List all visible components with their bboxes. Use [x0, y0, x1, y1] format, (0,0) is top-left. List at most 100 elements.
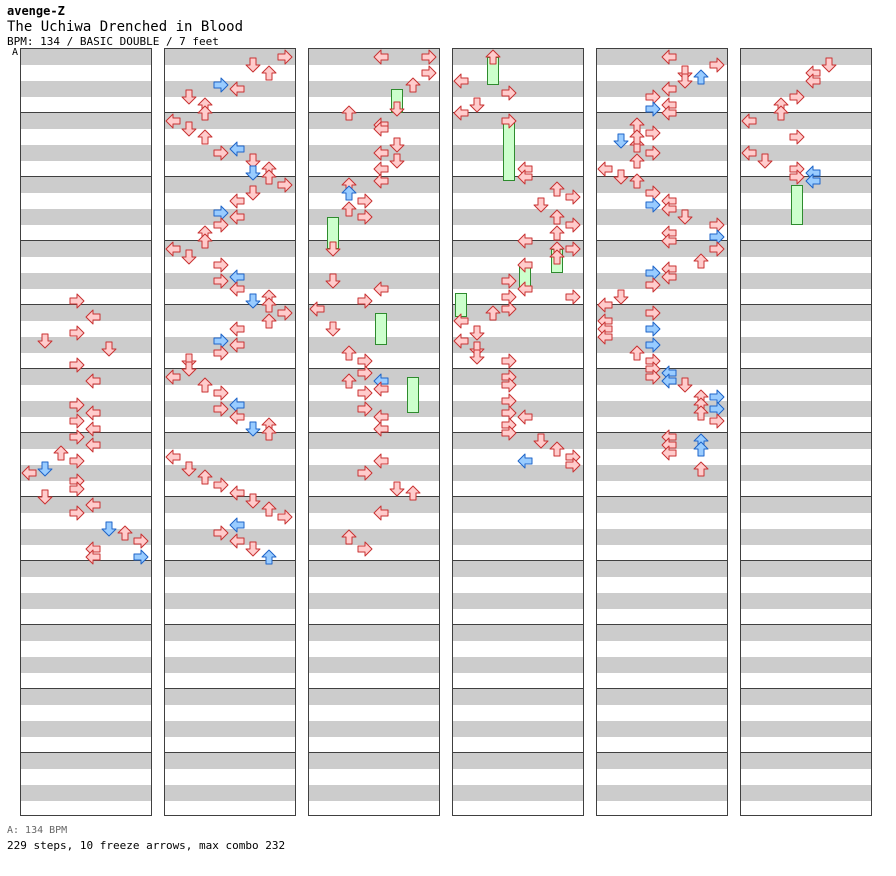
step-arrow-icon — [245, 421, 261, 437]
beat-stripe — [453, 657, 583, 673]
beat-stripe — [453, 401, 583, 417]
measure-line — [309, 432, 439, 433]
step-arrow-icon — [645, 145, 661, 161]
beat-stripe — [309, 625, 439, 641]
step-arrow-icon — [245, 57, 261, 73]
step-arrow-icon — [613, 169, 629, 185]
measure-line — [165, 624, 295, 625]
step-arrow-icon — [261, 169, 277, 185]
beat-stripe — [165, 785, 295, 801]
step-arrow-icon — [373, 173, 389, 189]
beat-stripe — [21, 81, 151, 97]
step-arrow-icon — [277, 177, 293, 193]
step-arrow-icon — [261, 65, 277, 81]
step-arrow-icon — [261, 313, 277, 329]
beat-stripe — [165, 625, 295, 641]
measure-line — [453, 368, 583, 369]
step-arrow-icon — [69, 429, 85, 445]
step-arrow-icon — [213, 385, 229, 401]
beat-stripe — [741, 305, 871, 321]
step-arrow-icon — [325, 321, 341, 337]
beat-stripe — [597, 785, 727, 801]
step-arrow-icon — [229, 321, 245, 337]
step-arrow-icon — [197, 233, 213, 249]
step-arrow-icon — [245, 153, 261, 169]
step-arrow-icon — [469, 97, 485, 113]
step-arrow-icon — [229, 517, 245, 533]
measure-line — [597, 688, 727, 689]
step-arrow-icon — [709, 241, 725, 257]
beat-stripe — [741, 433, 871, 449]
step-arrow-icon — [517, 169, 533, 185]
step-arrow-icon — [229, 533, 245, 549]
chart-column — [308, 48, 440, 816]
step-arrow-icon — [85, 309, 101, 325]
beat-stripe — [741, 369, 871, 385]
measure-line — [453, 624, 583, 625]
beat-stripe — [741, 753, 871, 769]
step-arrow-icon — [181, 89, 197, 105]
step-arrow-icon — [453, 333, 469, 349]
beat-stripe — [741, 465, 871, 481]
beat-stripe — [453, 465, 583, 481]
step-arrow-icon — [709, 57, 725, 73]
step-arrow-icon — [389, 101, 405, 117]
measure-line — [309, 304, 439, 305]
measure-line — [741, 112, 871, 113]
measure-line — [453, 688, 583, 689]
chart-column — [596, 48, 728, 816]
beat-stripe — [309, 561, 439, 577]
beat-stripe — [165, 433, 295, 449]
beat-stripe — [453, 305, 583, 321]
step-arrow-icon — [645, 337, 661, 353]
measure-line — [165, 112, 295, 113]
step-arrow-icon — [197, 129, 213, 145]
step-arrow-icon — [229, 337, 245, 353]
beat-stripe — [309, 753, 439, 769]
step-arrow-icon — [597, 329, 613, 345]
beat-stripe — [453, 241, 583, 257]
beat-stripe — [741, 177, 871, 193]
step-arrow-icon — [501, 273, 517, 289]
chart-column — [164, 48, 296, 816]
measure-line — [309, 240, 439, 241]
step-arrow-icon — [69, 481, 85, 497]
beat-stripe — [597, 433, 727, 449]
step-arrow-icon — [101, 521, 117, 537]
step-arrow-icon — [261, 297, 277, 313]
chart-info: BPM: 134 / BASIC DOUBLE / 7 feet — [7, 35, 219, 48]
beat-stripe — [165, 369, 295, 385]
measure-line — [597, 304, 727, 305]
step-arrow-icon — [229, 485, 245, 501]
measure-line — [741, 560, 871, 561]
step-arrow-icon — [389, 153, 405, 169]
beat-stripe — [21, 625, 151, 641]
step-arrow-icon — [677, 377, 693, 393]
beat-stripe — [741, 209, 871, 225]
step-arrow-icon — [661, 201, 677, 217]
step-arrow-icon — [645, 101, 661, 117]
artist-name: avenge-Z — [7, 4, 65, 18]
step-arrow-icon — [69, 413, 85, 429]
step-arrow-icon — [421, 49, 437, 65]
beat-stripe — [741, 785, 871, 801]
measure-line — [21, 240, 151, 241]
step-arrow-icon — [69, 293, 85, 309]
measure-line — [453, 560, 583, 561]
step-arrow-icon — [85, 437, 101, 453]
step-arrow-icon — [357, 193, 373, 209]
step-arrow-icon — [373, 281, 389, 297]
step-arrow-icon — [165, 241, 181, 257]
measure-line — [21, 368, 151, 369]
beat-stripe — [309, 305, 439, 321]
step-arrow-icon — [373, 453, 389, 469]
beat-stripe — [597, 721, 727, 737]
step-arrow-icon — [709, 413, 725, 429]
step-arrow-icon — [485, 305, 501, 321]
step-arrow-icon — [69, 325, 85, 341]
measure-line — [21, 304, 151, 305]
beat-stripe — [165, 561, 295, 577]
beat-stripe — [21, 689, 151, 705]
beat-stripe — [453, 497, 583, 513]
step-arrow-icon — [757, 153, 773, 169]
